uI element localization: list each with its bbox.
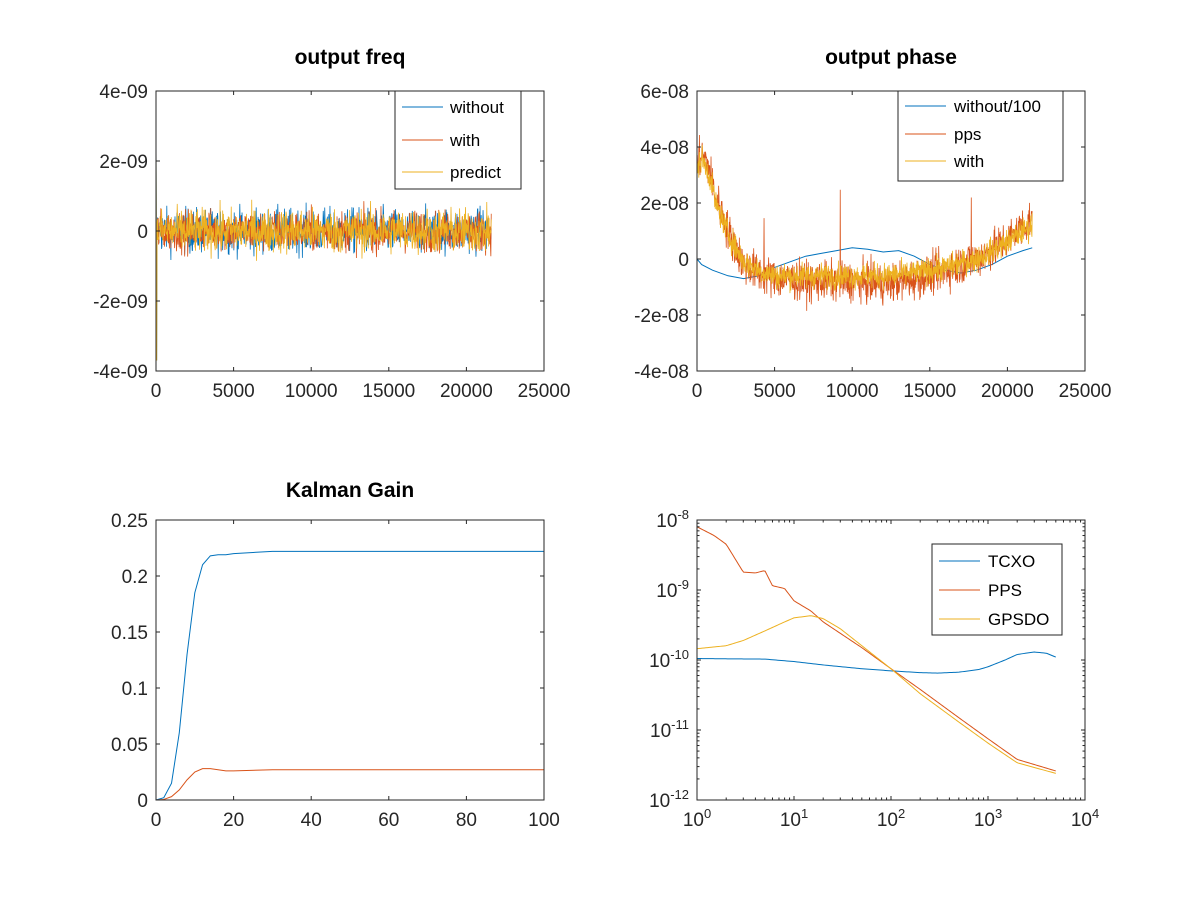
- x-tick-label: 15000: [903, 381, 956, 402]
- subplot-2-ticks: 0 5000 10000 15000 20000 25000 -4e-08 -2e-08 0 2e…: [634, 82, 1111, 402]
- subplot-kalman-gain: Kalman Gain 0 20 40 60 80 10000.050.10.150.20…: [111, 479, 560, 831]
- subplot-1-legend: without with predict: [394, 90, 522, 190]
- y-tick-label: 6e-08: [640, 82, 689, 103]
- x-tick-label: 20000: [440, 381, 493, 402]
- x-tick-label: 103: [974, 806, 1002, 831]
- legend-label-tcxo: TCXO: [988, 552, 1035, 571]
- subplot-4-legend: TCXO PPS GPSDO: [931, 543, 1063, 636]
- y-tick-label: 0: [137, 222, 148, 243]
- x-tick-label: 100: [683, 806, 711, 831]
- legend-label-without-100: without/100: [953, 97, 1041, 116]
- axes-box: [155, 519, 545, 801]
- y-tick-label: 0.2: [122, 567, 148, 588]
- subplot-output-freq: output freq 0 5000 10000 15000 20000 25000 -4e…: [93, 46, 570, 402]
- y-tick-label: 0.25: [111, 511, 148, 532]
- y-tick-label: 4e-09: [99, 82, 148, 103]
- subplot-2-series-layer: [696, 135, 1033, 311]
- x-tick-label: 15000: [362, 381, 415, 402]
- x-tick-label: 25000: [518, 381, 571, 402]
- axes-box: [696, 90, 1086, 372]
- x-tick-label: 104: [1071, 806, 1099, 831]
- y-tick-label: -4e-08: [634, 362, 689, 383]
- x-tick-label: 0: [151, 810, 162, 831]
- x-tick-label: 80: [456, 810, 477, 831]
- y-tick-label: 0.1: [122, 679, 148, 700]
- legend-label-with: with: [953, 152, 984, 171]
- series-line-with: [696, 145, 1033, 294]
- x-tick-label: 102: [877, 806, 905, 831]
- y-tick-label: 2e-09: [99, 152, 148, 173]
- subplot-output-phase: output phase 0 5000 10000 15000 20000 25000 -4…: [634, 46, 1111, 402]
- x-tick-label: 5000: [753, 381, 795, 402]
- series-line-series-1: [155, 550, 544, 801]
- y-tick-label: 10-9: [656, 577, 689, 602]
- legend-label-pps: PPS: [988, 581, 1022, 600]
- x-tick-label: 40: [301, 810, 322, 831]
- subplot-3-ticks: 0 20 40 60 80 100 0 0.05 0.1 0.15 0.2 0.25: [111, 511, 560, 831]
- x-tick-label: 20: [223, 810, 244, 831]
- series-line-pps: [696, 135, 1033, 311]
- x-tick-label: 0: [151, 381, 162, 402]
- series-line-pps: [696, 526, 1056, 772]
- subplot-2-legend: without/100 pps with: [897, 90, 1064, 182]
- subplot-3-frame-layer: [155, 519, 545, 801]
- y-tick-label: -4e-09: [93, 362, 148, 383]
- y-tick-label: 0.15: [111, 623, 148, 644]
- subplot-3-series-layer: [155, 550, 544, 801]
- subplot-1-series-layer: [155, 125, 492, 361]
- legend-label-predict: predict: [450, 163, 501, 182]
- subplot-4-series-layer: [696, 526, 1056, 774]
- legend-label-pps: pps: [954, 125, 981, 144]
- legend-label-without: without: [449, 98, 504, 117]
- x-tick-label: 101: [780, 806, 808, 831]
- series-line-tcxo: [696, 651, 1056, 674]
- subplot-allan-deviation: 100 101 102 103 104 10-12 10-11 10-10 10-9 10-8 T…: [649, 507, 1099, 831]
- x-tick-label: 10000: [285, 381, 338, 402]
- series-line-gpsdo: [696, 615, 1056, 774]
- y-tick-label: 10-8: [656, 507, 689, 532]
- subplot-4-ticks: 100 101 102 103 104 10-12 10-11 10-10 10-9 10-8: [649, 507, 1099, 831]
- series-line-series-2: [155, 768, 544, 801]
- subplot-3-title: Kalman Gain: [286, 479, 414, 502]
- y-tick-label: 10-10: [649, 647, 689, 672]
- x-tick-label: 10000: [826, 381, 879, 402]
- x-tick-label: 25000: [1059, 381, 1112, 402]
- series-line-predict: [155, 125, 492, 361]
- x-tick-label: 20000: [981, 381, 1034, 402]
- x-tick-label: 60: [378, 810, 399, 831]
- subplot-2-frame-layer: [696, 90, 1086, 372]
- y-tick-label: 0.05: [111, 735, 148, 756]
- legend-label-gpsdo: GPSDO: [988, 610, 1049, 629]
- legend-label-with: with: [449, 131, 480, 150]
- y-tick-label: 0: [137, 791, 148, 812]
- y-tick-label: -2e-09: [93, 292, 148, 313]
- y-tick-label: 2e-08: [640, 194, 689, 215]
- y-tick-label: 10-11: [650, 717, 689, 742]
- subplot-2-title: output phase: [825, 46, 957, 69]
- subplot-1-title: output freq: [295, 46, 406, 69]
- y-tick-label: 4e-08: [640, 138, 689, 159]
- x-tick-label: 100: [528, 810, 560, 831]
- x-tick-label: 0: [692, 381, 703, 402]
- y-tick-label: 0: [678, 250, 689, 271]
- y-tick-label: 10-12: [649, 787, 689, 812]
- subplot-1-ticks: 0 5000 10000 15000 20000 25000 -4e-09 -2e-09 0 2e…: [93, 82, 570, 402]
- x-tick-label: 5000: [212, 381, 254, 402]
- y-tick-label: -2e-08: [634, 306, 689, 327]
